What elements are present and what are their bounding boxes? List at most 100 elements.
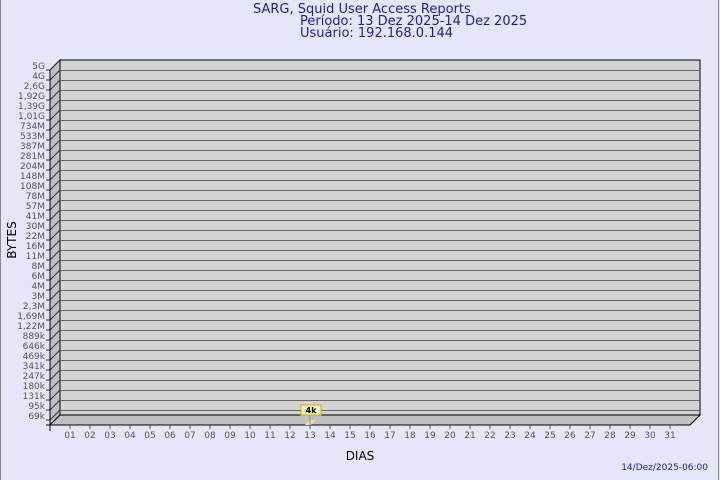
x-tick-label: 11 xyxy=(264,431,275,441)
y-tick-slant xyxy=(49,219,61,231)
x-tick-label: 10 xyxy=(244,431,256,441)
x-tick-label: 02 xyxy=(84,431,95,441)
y-tick-slant xyxy=(49,199,61,211)
y-tick-label: 6M xyxy=(32,272,46,282)
y-tick-label: 78M xyxy=(26,192,45,202)
y-tick-slant xyxy=(49,289,61,301)
chart-title: SARG, Squid User Access Reports xyxy=(253,2,471,17)
y-tick-label: 281M xyxy=(20,152,45,162)
x-tick-label: 04 xyxy=(124,431,136,441)
x-tick-label: 15 xyxy=(344,431,355,441)
y-tick-slant xyxy=(49,309,61,321)
y-tick-label: 469k xyxy=(23,352,46,362)
y-tick-slant xyxy=(49,179,61,191)
x-tick-label: 26 xyxy=(564,431,576,441)
x-tick-label: 08 xyxy=(204,431,216,441)
chart-subtitle-period: Período: 13 Dez 2025-14 Dez 2025 xyxy=(300,14,528,29)
y-tick-label: 734M xyxy=(20,122,45,132)
y-tick-label: 5G xyxy=(32,62,45,72)
plot-floor xyxy=(48,414,702,426)
y-tick-slant xyxy=(49,249,61,261)
y-tick-label: 22M xyxy=(26,232,45,242)
x-tick-label: 09 xyxy=(224,431,236,441)
x-tick-label: 05 xyxy=(144,431,155,441)
x-tick-label: 13 xyxy=(304,431,315,441)
x-tick-label: 07 xyxy=(184,431,195,441)
y-tick-label: 41M xyxy=(26,212,45,222)
x-tick-label: 17 xyxy=(384,431,395,441)
y-tick-slant xyxy=(49,279,61,291)
y-tick-label: 180k xyxy=(23,382,46,392)
x-tick-label: 01 xyxy=(64,431,75,441)
y-tick-slant xyxy=(49,239,61,251)
y-tick-label: 3M xyxy=(32,292,46,302)
y-tick-label: 30M xyxy=(26,222,45,232)
y-tick-label: 4G xyxy=(32,72,45,82)
y-tick-slant xyxy=(49,89,61,101)
x-tick-label: 03 xyxy=(104,431,115,441)
y-tick-slant xyxy=(49,139,61,151)
y-tick-label: 1,92G xyxy=(18,92,45,102)
y-tick-slant xyxy=(49,189,61,201)
x-tick-label: 19 xyxy=(424,431,436,441)
y-tick-label: 1,22M xyxy=(17,322,45,332)
y-tick-slant xyxy=(49,209,61,221)
y-tick-label: 131k xyxy=(23,392,46,402)
y-tick-slant xyxy=(49,329,61,341)
x-tick-label: 27 xyxy=(584,431,595,441)
chart-subtitle-user: Usuário: 192.168.0.144 xyxy=(300,26,454,41)
y-tick-slant xyxy=(49,389,61,401)
y-tick-slant xyxy=(49,99,61,111)
y-tick-slant xyxy=(49,159,61,171)
x-tick-label: 16 xyxy=(364,431,376,441)
y-tick-label: 1,01G xyxy=(18,112,45,122)
x-tick-label: 18 xyxy=(404,431,416,441)
x-tick-label: 20 xyxy=(444,431,456,441)
y-tick-label: 247k xyxy=(23,372,46,382)
y-tick-label: 69k xyxy=(28,412,45,422)
y-tick-label: 11M xyxy=(26,252,45,262)
x-tick-label: 25 xyxy=(544,431,555,441)
y-tick-label: 1,39G xyxy=(18,102,45,112)
y-tick-label: 4M xyxy=(32,282,46,292)
y-tick-slant xyxy=(49,299,61,311)
y-tick-slant xyxy=(49,109,61,121)
bar-label-box xyxy=(300,404,322,416)
x-tick-label: 24 xyxy=(524,431,536,441)
y-tick-slant xyxy=(49,269,61,281)
x-tick-label: 14 xyxy=(324,431,336,441)
y-tick-label: 889k xyxy=(23,332,46,342)
y-tick-slant xyxy=(49,229,61,241)
y-tick-label: 2,6G xyxy=(24,82,45,92)
y-tick-label: 204M xyxy=(20,162,45,172)
x-tick-label: 23 xyxy=(504,431,515,441)
y-tick-slant xyxy=(49,59,61,71)
x-tick-label: 28 xyxy=(604,431,616,441)
y-tick-label: 95k xyxy=(28,402,45,412)
x-tick-label: 22 xyxy=(484,431,495,441)
y-tick-slant xyxy=(49,409,61,421)
x-tick-label: 21 xyxy=(464,431,475,441)
footer-timestamp: 14/Dez/2025-06:00 xyxy=(621,463,708,473)
y-tick-label: 148M xyxy=(20,172,45,182)
y-tick-label: 108M xyxy=(20,182,45,192)
y-tick-label: 341k xyxy=(23,362,46,372)
y-tick-label: 57M xyxy=(26,202,45,212)
y-tick-slant xyxy=(49,149,61,161)
y-tick-label: 533M xyxy=(20,132,45,142)
x-tick-label: 29 xyxy=(624,431,636,441)
y-tick-label: 2,3M xyxy=(23,302,45,312)
bar-label: 4k xyxy=(306,406,318,415)
y-tick-slant xyxy=(49,399,61,411)
x-tick-label: 12 xyxy=(284,431,295,441)
y-tick-slant xyxy=(49,349,61,361)
x-tick-label: 30 xyxy=(644,431,656,441)
y-tick-label: 387M xyxy=(20,142,45,152)
y-tick-slant xyxy=(49,169,61,181)
y-tick-label: 16M xyxy=(26,242,45,252)
y-tick-slant xyxy=(49,359,61,371)
y-tick-slant xyxy=(49,339,61,351)
y-tick-slant xyxy=(49,379,61,391)
